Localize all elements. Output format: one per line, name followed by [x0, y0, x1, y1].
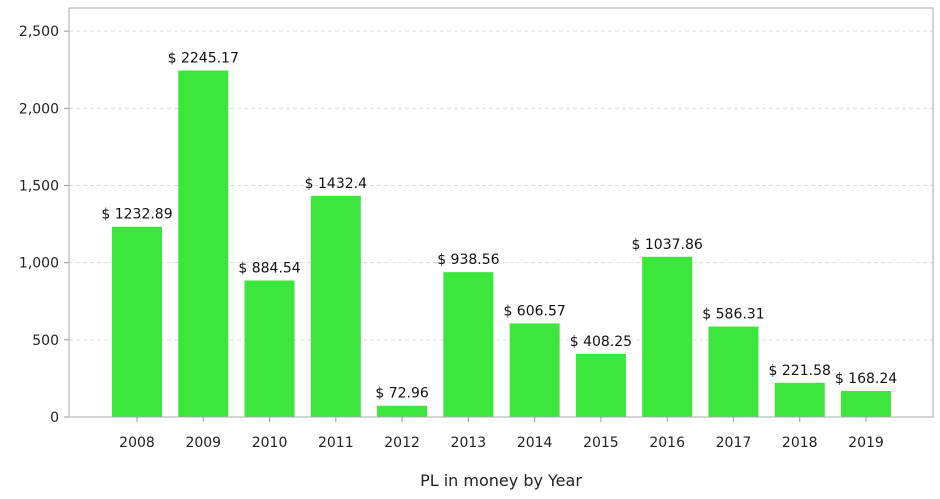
x-tick-label-2015: 2015 — [583, 435, 619, 451]
data-label-2014: $ 606.57 — [503, 303, 565, 319]
x-tick-label-2014: 2014 — [517, 435, 553, 451]
data-label-2017: $ 586.31 — [702, 307, 764, 323]
bar-2016[interactable] — [642, 256, 693, 417]
bar-2018[interactable] — [774, 382, 825, 417]
data-label-2018: $ 221.58 — [769, 363, 831, 379]
data-label-2013: $ 938.56 — [437, 252, 499, 268]
bar-2010[interactable] — [244, 280, 295, 417]
data-label-layer: $ 1232.89 $ 2245.17 $ 884.54 $ 1432.4 $ 72.9… — [101, 50, 897, 401]
data-label-2015: $ 408.25 — [570, 334, 632, 350]
y-tick-label: 2,500 — [19, 24, 59, 40]
data-label-2009: $ 2245.17 — [168, 50, 239, 66]
data-label-2012: $ 72.96 — [375, 386, 429, 402]
bar-2008[interactable] — [112, 226, 162, 417]
bar-2015[interactable] — [575, 353, 626, 417]
data-label-2019: $ 168.24 — [835, 371, 897, 387]
x-tick-label-2019: 2019 — [848, 435, 884, 451]
bar-2017[interactable] — [708, 326, 759, 417]
bar-2014[interactable] — [509, 323, 560, 417]
x-tick-label-2011: 2011 — [318, 435, 354, 451]
x-tick-label-2010: 2010 — [252, 435, 288, 451]
y-tick-label: 1,000 — [19, 256, 59, 272]
x-tick-label-2016: 2016 — [649, 435, 685, 451]
bar-layer — [112, 70, 891, 417]
y-tick-label: 1,500 — [19, 178, 59, 194]
bar-2012[interactable] — [377, 405, 428, 417]
bar-2011[interactable] — [310, 195, 361, 417]
x-axis-title: PL in money by Year — [420, 471, 582, 490]
data-label-2008: $ 1232.89 — [101, 207, 172, 223]
y-tick-label: 500 — [32, 333, 59, 349]
data-label-2010: $ 884.54 — [238, 260, 300, 276]
bar-2019[interactable] — [841, 391, 891, 417]
y-tick-label: 0 — [50, 410, 59, 426]
y-tick-label: 2,000 — [19, 101, 59, 117]
x-tick-label-2008: 2008 — [119, 435, 155, 451]
bar-2013[interactable] — [443, 272, 494, 417]
data-label-2016: $ 1037.86 — [632, 237, 703, 253]
x-tick-label-2013: 2013 — [451, 435, 487, 451]
x-tick-label-2009: 2009 — [185, 435, 221, 451]
bar-2009[interactable] — [178, 70, 229, 417]
plot-frame — [68, 7, 934, 418]
axis-layer: 0 500 1,000 1,500 2,000 2,500 2008 2009 2010 2011… — [19, 7, 934, 451]
data-label-2011: $ 1432.4 — [305, 176, 367, 192]
x-tick-label-2018: 2018 — [782, 435, 818, 451]
x-tick-label-2012: 2012 — [384, 435, 420, 451]
x-tick-label-2017: 2017 — [716, 435, 752, 451]
